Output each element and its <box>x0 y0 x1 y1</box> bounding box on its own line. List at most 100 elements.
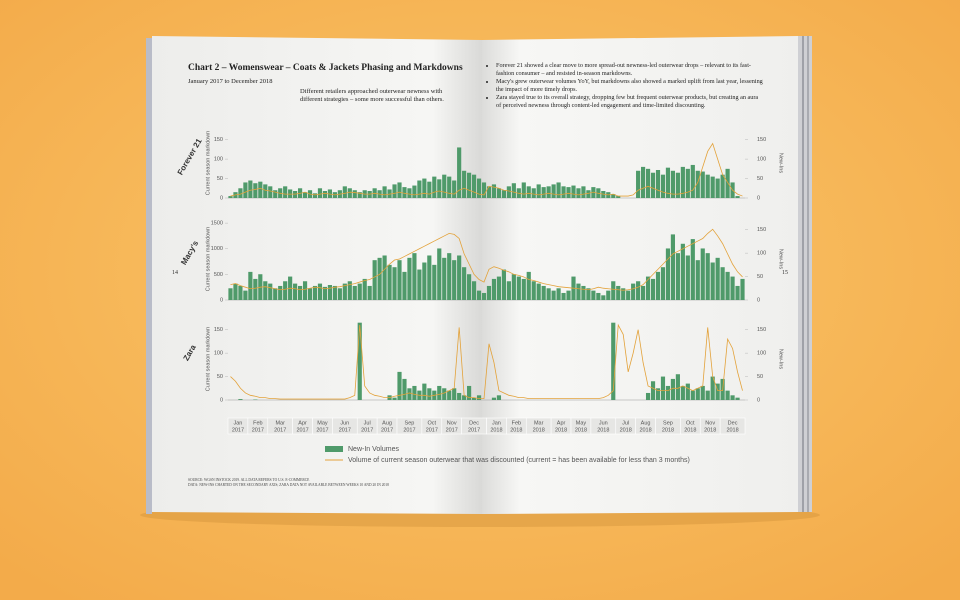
bar <box>541 285 546 300</box>
bullet: Zara stayed true to its overall strategy… <box>496 94 764 109</box>
bar <box>636 170 641 198</box>
bar <box>715 383 720 400</box>
y2-tick-label: 0 <box>757 195 760 201</box>
bar <box>452 260 457 300</box>
bar <box>506 281 511 300</box>
bar <box>342 186 347 198</box>
year-label: 2017 <box>446 427 458 433</box>
bar <box>427 255 432 300</box>
bar <box>641 166 646 198</box>
month-label: Oct <box>686 420 695 426</box>
bar <box>312 285 318 300</box>
bar <box>536 283 541 300</box>
bar <box>327 285 332 300</box>
bar <box>670 378 676 400</box>
bar <box>427 181 432 198</box>
month-cell <box>719 417 746 435</box>
bar <box>576 283 581 300</box>
y2-tick-label: 50 <box>757 274 763 280</box>
month-label: Jan <box>492 420 501 426</box>
bullets: Forever 21 showed a clear move to more s… <box>488 62 764 111</box>
bar <box>407 188 412 198</box>
bar <box>516 276 521 300</box>
bar <box>591 290 596 300</box>
bar <box>636 281 641 300</box>
y2-tick-label: 0 <box>757 297 760 303</box>
bar <box>293 283 298 300</box>
bar <box>392 397 397 400</box>
bar <box>332 285 337 300</box>
bar <box>695 170 700 198</box>
month-label: Jul <box>622 420 629 426</box>
bar <box>268 283 273 300</box>
bar <box>730 276 735 300</box>
bar <box>457 147 462 198</box>
bar <box>685 168 690 198</box>
bar <box>422 383 427 400</box>
bar <box>248 180 253 198</box>
bar <box>501 269 506 300</box>
y-tick-label: 0 <box>220 195 223 201</box>
bar <box>407 257 412 300</box>
y-axis-label: Current season markdown <box>205 227 211 292</box>
year-label: 2018 <box>510 427 522 433</box>
bar <box>312 193 318 198</box>
bar <box>496 395 502 400</box>
bar <box>606 290 611 300</box>
bar <box>710 176 715 198</box>
year-label: 2018 <box>662 427 674 433</box>
bar <box>302 281 308 300</box>
bar <box>596 292 601 300</box>
bar <box>491 184 497 198</box>
bar <box>307 288 313 300</box>
legend-label: New-In Volumes <box>348 446 399 453</box>
bar <box>715 257 720 300</box>
bar <box>611 322 616 400</box>
month-label: Oct <box>428 420 437 426</box>
bar <box>531 188 536 198</box>
bar <box>437 248 442 300</box>
month-label: Sep <box>405 420 415 426</box>
bar <box>392 267 397 300</box>
source: SOURCE: WGSN INSTOCK 2019. ALL DATA REFE… <box>188 478 389 488</box>
y2-axis-label: New-Ins <box>778 153 784 173</box>
month-label: May <box>576 420 587 426</box>
y-tick-label: 150 <box>214 327 223 333</box>
bar <box>541 187 546 198</box>
y2-tick-label: 150 <box>757 327 766 333</box>
bar <box>521 182 526 198</box>
bar <box>705 390 710 400</box>
bar <box>650 381 656 400</box>
bar <box>442 174 447 198</box>
bar <box>526 271 531 300</box>
page-number: 14 <box>172 270 178 276</box>
bar <box>586 288 591 300</box>
bar <box>655 170 661 198</box>
bar <box>526 186 531 198</box>
bar <box>273 288 278 300</box>
year-label: 2018 <box>704 427 716 433</box>
month-label: Feb <box>253 420 262 426</box>
month-label: Dec <box>728 420 738 426</box>
bar <box>735 397 740 400</box>
page-stack-line <box>807 36 809 512</box>
bar <box>407 388 412 400</box>
line <box>230 142 743 197</box>
bar <box>397 371 402 400</box>
bar <box>660 267 666 300</box>
bar <box>452 388 457 400</box>
year-label: 2017 <box>468 427 480 433</box>
bar <box>695 388 700 400</box>
bar <box>297 285 303 300</box>
bar <box>347 188 352 198</box>
y2-tick-label: 0 <box>757 397 760 403</box>
bar <box>417 269 422 300</box>
bar <box>675 374 680 400</box>
bar <box>690 239 695 300</box>
bar <box>481 182 487 198</box>
bar <box>367 285 372 300</box>
bar <box>536 184 541 198</box>
bar <box>551 290 556 300</box>
page-edge <box>146 38 152 514</box>
bar <box>402 187 407 198</box>
